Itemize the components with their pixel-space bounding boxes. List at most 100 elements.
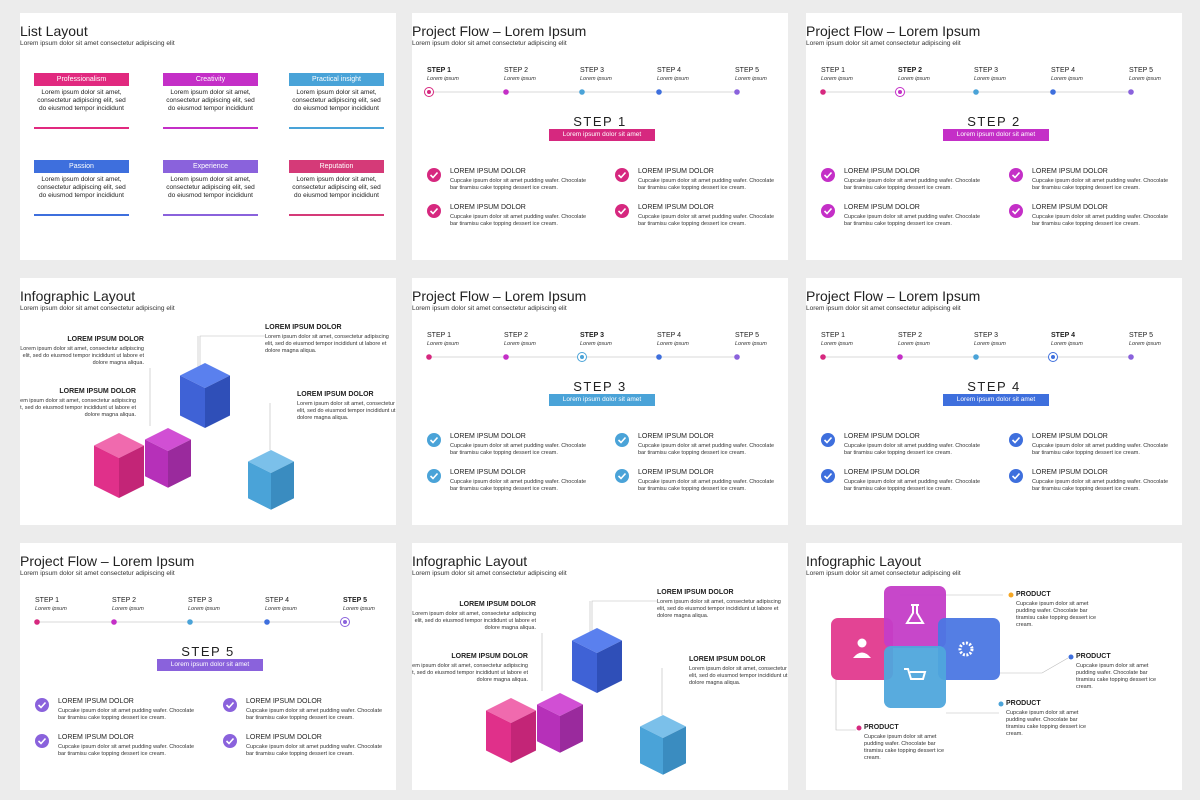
product-title: PRODUCT <box>1006 700 1041 707</box>
cube-right <box>271 461 294 510</box>
step-sub: Lorem ipsum <box>1129 76 1161 82</box>
check-circle <box>35 698 49 712</box>
step-sub: Lorem ipsum <box>265 606 297 612</box>
slide-title: Infographic Layout <box>806 553 922 569</box>
item-text: Cupcake ipsum dolor sit amet pudding waf… <box>638 443 775 456</box>
check-mark <box>823 207 833 215</box>
step-label: STEP 1 <box>427 67 451 74</box>
step-label: STEP 2 <box>898 332 922 339</box>
step-sub: Lorem ipsum <box>343 606 375 612</box>
step-heading: STEP 1 <box>573 114 627 129</box>
step-sub: Lorem ipsum <box>1129 341 1161 347</box>
slide-title: Project Flow – Lorem Ipsum <box>412 288 587 304</box>
item-text: Cupcake ipsum dolor sit amet pudding waf… <box>844 443 981 456</box>
slide: STEP 1 Lorem ipsum STEP 2 Lorem ipsum STEP 3… <box>20 543 396 790</box>
icon <box>958 641 974 657</box>
slide: STEP 1 Lorem ipsum STEP 2 Lorem ipsum STEP 3… <box>412 278 788 525</box>
step-label: STEP 1 <box>821 67 845 74</box>
item-text: Cupcake ipsum dolor sit amet pudding waf… <box>450 443 587 456</box>
item-title: LOREM IPSUM DOLOR <box>450 469 526 476</box>
step-sub: Lorem ipsum <box>188 606 220 612</box>
item-title: LOREM IPSUM DOLOR <box>450 204 526 211</box>
connector <box>199 335 265 368</box>
cube-left <box>537 704 560 753</box>
item-text: Cupcake ipsum dolor sit amet pudding waf… <box>1032 479 1169 492</box>
step-sub: Lorem ipsum <box>427 76 459 82</box>
item-title: LOREM IPSUM DOLOR <box>58 734 134 741</box>
step-dot <box>427 90 431 94</box>
check-mark <box>225 737 235 745</box>
check-mark <box>823 436 833 444</box>
slide-subtitle: Lorem ipsum dolor sit amet consectetur a… <box>412 40 567 47</box>
check-mark <box>617 436 627 444</box>
step-sub: Lorem ipsum <box>657 341 689 347</box>
banner: Lorem ipsum dolor sit amet <box>943 394 1049 406</box>
step-label: STEP 4 <box>265 597 289 604</box>
slide-subtitle: Lorem ipsum dolor sit amet consectetur a… <box>806 40 961 47</box>
check-mark <box>1011 436 1021 444</box>
step-dot <box>1050 89 1056 95</box>
step-sub: Lorem ipsum <box>504 341 536 347</box>
slide-title: Project Flow – Lorem Ipsum <box>412 23 587 39</box>
item-title: LOREM IPSUM DOLOR <box>58 698 134 705</box>
check-circle <box>615 168 629 182</box>
step-label: STEP 3 <box>974 332 998 339</box>
item-text: Cupcake ipsum dolor sit amet pudding waf… <box>246 708 383 721</box>
icon <box>857 638 867 648</box>
step-dot <box>734 354 740 360</box>
banner: Lorem ipsum dolor sit amet <box>549 129 655 141</box>
check-mark <box>617 171 627 179</box>
step-dot <box>579 89 585 95</box>
graphics <box>34 617 350 748</box>
block-title: LOREM IPSUM DOLOR <box>689 656 766 663</box>
block-text: Lorem ipsum dolor sit amet, consectetur … <box>20 398 136 418</box>
check-mark <box>429 436 439 444</box>
step-dot <box>111 619 117 625</box>
item-text: Lorem ipsum dolor sit amet, consectetur … <box>37 176 126 199</box>
product-tile <box>884 586 946 648</box>
step-dot <box>187 619 193 625</box>
check-mark <box>1011 472 1021 480</box>
item-text: Cupcake ipsum dolor sit amet pudding waf… <box>844 214 981 227</box>
check-circle <box>1009 469 1023 483</box>
item-title: LOREM IPSUM DOLOR <box>1032 433 1108 440</box>
item-text: Cupcake ipsum dolor sit amet pudding waf… <box>450 479 587 492</box>
item-text: Cupcake ipsum dolor sit amet pudding waf… <box>450 178 587 191</box>
check-circle <box>821 204 835 218</box>
step-sub: Lorem ipsum <box>735 76 767 82</box>
block-text: Lorem ipsum dolor sit amet, consectetur … <box>412 663 528 683</box>
check-circle <box>35 734 49 748</box>
item-text: Lorem ipsum dolor sit amet, consectetur … <box>292 89 381 112</box>
item-text: Cupcake ipsum dolor sit amet pudding waf… <box>638 479 775 492</box>
step-heading: STEP 4 <box>967 379 1021 394</box>
cube-right <box>168 439 191 488</box>
slide: LOREM IPSUM DOLOR Lorem ipsum dolor sit a… <box>412 543 788 790</box>
product-text: Cupcake ipsum dolor sit amet pudding waf… <box>1006 710 1087 737</box>
check-circle <box>427 204 441 218</box>
step-label: STEP 1 <box>427 332 451 339</box>
step-dot <box>580 355 584 359</box>
cube-right <box>511 710 536 763</box>
item-rule <box>34 127 129 129</box>
item-text: Cupcake ipsum dolor sit amet pudding waf… <box>58 744 195 757</box>
step-label: STEP 2 <box>504 67 528 74</box>
product-tile <box>884 646 946 708</box>
product-dot <box>1008 592 1014 598</box>
block-title: LOREM IPSUM DOLOR <box>657 589 734 596</box>
product-title: PRODUCT <box>1016 591 1051 598</box>
graphics <box>820 352 1134 483</box>
step-sub: Lorem ipsum <box>735 341 767 347</box>
item-rule <box>163 127 258 129</box>
check-mark <box>37 737 47 745</box>
step-sub: Lorem ipsum <box>974 341 1006 347</box>
block-title: LOREM IPSUM DOLOR <box>59 388 136 395</box>
item-rule <box>34 214 129 216</box>
graphics <box>831 586 1074 731</box>
product-text: Cupcake ipsum dolor sit amet pudding waf… <box>1076 663 1157 690</box>
block-title: LOREM IPSUM DOLOR <box>451 653 528 660</box>
slide-subtitle: Lorem ipsum dolor sit amet consectetur a… <box>412 305 567 312</box>
check-mark <box>617 472 627 480</box>
item-text: Lorem ipsum dolor sit amet, consectetur … <box>166 176 255 199</box>
item-title: LOREM IPSUM DOLOR <box>638 204 714 211</box>
icon <box>904 668 927 680</box>
